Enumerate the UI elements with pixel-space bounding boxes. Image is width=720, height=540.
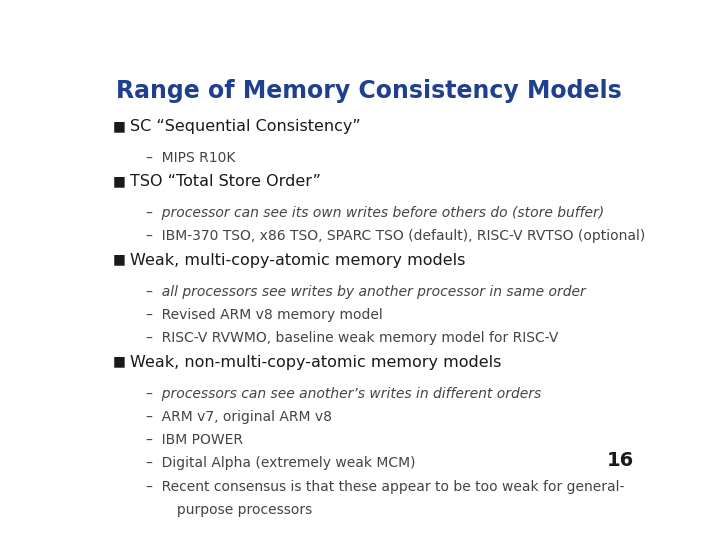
Text: –  processor can see its own writes before others do (store buffer): – processor can see its own writes befor… xyxy=(145,206,604,220)
Text: –  Recent consensus is that these appear to be too weak for general-: – Recent consensus is that these appear … xyxy=(145,480,624,494)
Text: TSO “Total Store Order”: TSO “Total Store Order” xyxy=(130,174,321,189)
Text: –  ARM v7, original ARM v8: – ARM v7, original ARM v8 xyxy=(145,410,332,424)
Text: Weak, non-multi-copy-atomic memory models: Weak, non-multi-copy-atomic memory model… xyxy=(130,355,502,369)
Text: ■: ■ xyxy=(112,355,125,369)
Text: ■: ■ xyxy=(112,174,125,188)
Text: –  Digital Alpha (extremely weak MCM): – Digital Alpha (extremely weak MCM) xyxy=(145,456,415,470)
Text: purpose processors: purpose processors xyxy=(156,503,312,517)
Text: 16: 16 xyxy=(607,451,634,470)
Text: –  Revised ARM v8 memory model: – Revised ARM v8 memory model xyxy=(145,308,382,322)
Text: ■: ■ xyxy=(112,119,125,133)
Text: –  processors can see another’s writes in different orders: – processors can see another’s writes in… xyxy=(145,387,541,401)
Text: –  IBM-370 TSO, x86 TSO, SPARC TSO (default), RISC-V RVTSO (optional): – IBM-370 TSO, x86 TSO, SPARC TSO (defau… xyxy=(145,230,645,244)
Text: –  RISC-V RVWMO, baseline weak memory model for RISC-V: – RISC-V RVWMO, baseline weak memory mod… xyxy=(145,332,558,345)
Text: –  IBM POWER: – IBM POWER xyxy=(145,433,243,447)
Text: –  MIPS R10K: – MIPS R10K xyxy=(145,151,235,165)
Text: –  all processors see writes by another processor in same order: – all processors see writes by another p… xyxy=(145,285,585,299)
Text: SC “Sequential Consistency”: SC “Sequential Consistency” xyxy=(130,119,361,134)
Text: ■: ■ xyxy=(112,253,125,267)
Text: Weak, multi-copy-atomic memory models: Weak, multi-copy-atomic memory models xyxy=(130,253,466,268)
Text: Range of Memory Consistency Models: Range of Memory Consistency Models xyxy=(116,79,622,103)
